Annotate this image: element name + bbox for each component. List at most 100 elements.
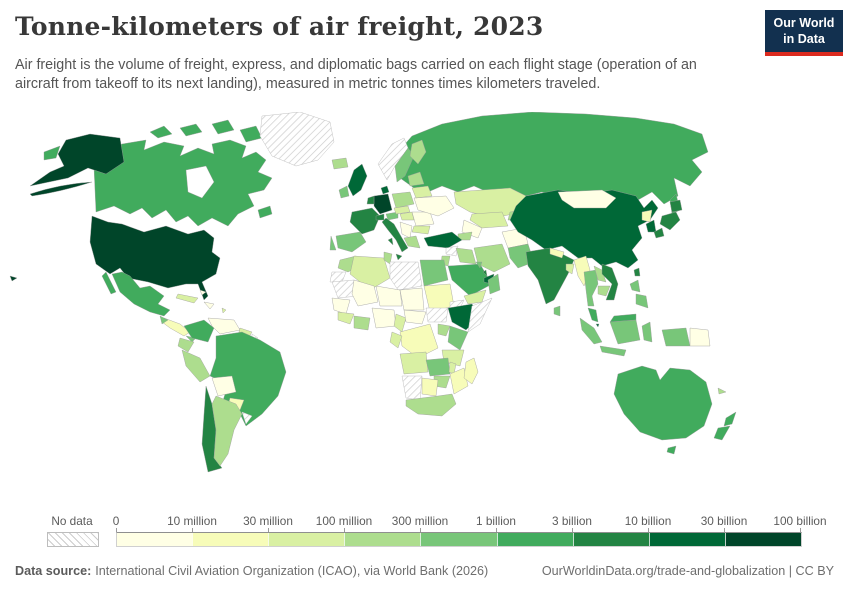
country-south-korea[interactable] bbox=[645, 219, 657, 233]
country-western-sahara[interactable] bbox=[329, 271, 347, 283]
country-namibia[interactable] bbox=[401, 375, 423, 401]
country-indonesia-papua[interactable] bbox=[661, 327, 691, 347]
country-north-korea[interactable] bbox=[641, 209, 653, 223]
country-uk[interactable] bbox=[347, 163, 368, 197]
legend-bin-0[interactable] bbox=[117, 533, 193, 546]
country-new-caledonia[interactable] bbox=[717, 387, 727, 395]
country-chad[interactable] bbox=[399, 287, 425, 311]
country-taiwan[interactable] bbox=[633, 267, 641, 277]
country-algeria[interactable] bbox=[349, 255, 391, 291]
country-russia[interactable] bbox=[397, 111, 709, 205]
country-canada-island2[interactable] bbox=[179, 123, 203, 137]
country-laos[interactable] bbox=[593, 265, 607, 283]
legend-bin-4[interactable] bbox=[420, 533, 497, 546]
legend-bin-8[interactable] bbox=[724, 533, 801, 546]
country-ireland[interactable] bbox=[338, 185, 350, 199]
country-hungary[interactable] bbox=[399, 211, 415, 221]
country-uganda[interactable] bbox=[437, 323, 451, 337]
country-kazakhstan[interactable] bbox=[453, 187, 527, 219]
country-russia-chukotka[interactable] bbox=[43, 145, 61, 161]
country-india[interactable] bbox=[525, 247, 575, 305]
country-mali[interactable] bbox=[351, 279, 379, 307]
country-canada-newfoundland[interactable] bbox=[257, 205, 273, 219]
country-qatar[interactable] bbox=[482, 269, 488, 277]
country-cameroon[interactable] bbox=[393, 313, 407, 333]
country-canada-island3[interactable] bbox=[211, 119, 235, 135]
country-poland[interactable] bbox=[391, 191, 415, 209]
country-south-africa[interactable] bbox=[405, 393, 457, 417]
country-sri-lanka[interactable] bbox=[553, 305, 561, 317]
country-usa-aleutians[interactable] bbox=[29, 181, 93, 197]
country-nz-north[interactable] bbox=[723, 411, 737, 427]
country-mozambique[interactable] bbox=[449, 367, 469, 395]
country-iraq[interactable] bbox=[455, 247, 477, 265]
country-baltics[interactable] bbox=[407, 171, 425, 187]
legend-bin-7[interactable] bbox=[648, 533, 725, 546]
country-malaysia[interactable] bbox=[587, 307, 599, 323]
legend-bin-5[interactable] bbox=[496, 533, 573, 546]
country-oman[interactable] bbox=[487, 273, 501, 295]
country-indonesia-borneo[interactable] bbox=[609, 319, 641, 345]
country-ivory-coast[interactable] bbox=[353, 315, 371, 331]
country-bahamas[interactable] bbox=[199, 289, 207, 296]
country-cambodia[interactable] bbox=[597, 285, 611, 297]
legend-bin-1[interactable] bbox=[192, 533, 269, 546]
legend-bin-2[interactable] bbox=[268, 533, 345, 546]
country-turkey[interactable] bbox=[423, 231, 463, 249]
country-netherlands[interactable] bbox=[366, 195, 375, 205]
country-canada-island1[interactable] bbox=[149, 125, 173, 139]
country-czechia[interactable] bbox=[393, 205, 411, 215]
country-australia-tasmania[interactable] bbox=[666, 445, 677, 455]
country-canada-baffin[interactable] bbox=[239, 125, 263, 143]
footer-link[interactable]: OurWorldinData.org/trade-and-globalizati… bbox=[541, 564, 834, 578]
country-bulgaria[interactable] bbox=[411, 225, 431, 235]
country-png[interactable] bbox=[689, 327, 711, 347]
country-mexico[interactable] bbox=[111, 271, 171, 317]
country-japan-honshu[interactable] bbox=[659, 211, 681, 231]
country-balkans[interactable] bbox=[399, 221, 413, 239]
country-lesser-antilles[interactable] bbox=[221, 307, 227, 314]
country-japan-hokkaido[interactable] bbox=[669, 199, 683, 213]
country-australia[interactable] bbox=[613, 365, 713, 441]
country-france[interactable] bbox=[349, 207, 381, 235]
country-drc[interactable] bbox=[399, 323, 439, 359]
country-libya[interactable] bbox=[389, 261, 423, 291]
country-car[interactable] bbox=[403, 309, 427, 325]
country-denmark[interactable] bbox=[380, 185, 390, 195]
country-singapore[interactable] bbox=[595, 323, 600, 328]
country-kuwait[interactable] bbox=[475, 261, 483, 269]
country-philippines-mindanao[interactable] bbox=[635, 293, 649, 309]
country-belarus[interactable] bbox=[411, 185, 433, 199]
country-mongolia[interactable] bbox=[557, 189, 617, 209]
country-guinea[interactable] bbox=[337, 311, 355, 325]
country-colombia[interactable] bbox=[183, 319, 215, 343]
legend-bin-3[interactable] bbox=[344, 533, 421, 546]
country-uruguay[interactable] bbox=[241, 411, 253, 425]
country-south-sudan[interactable] bbox=[425, 307, 449, 323]
country-saudi-arabia[interactable] bbox=[447, 263, 493, 297]
country-iceland[interactable] bbox=[331, 157, 349, 170]
country-portugal[interactable] bbox=[329, 235, 337, 251]
country-cuba[interactable] bbox=[175, 293, 199, 304]
country-thailand[interactable] bbox=[583, 269, 599, 307]
country-japan-kyushu[interactable] bbox=[653, 227, 665, 239]
country-usa[interactable] bbox=[89, 215, 221, 301]
country-senegal[interactable] bbox=[331, 297, 351, 315]
country-zambia[interactable] bbox=[425, 357, 451, 377]
country-argentina[interactable] bbox=[211, 395, 243, 467]
country-greenland[interactable] bbox=[259, 111, 335, 167]
country-indonesia-java[interactable] bbox=[599, 345, 627, 357]
country-bangladesh[interactable] bbox=[565, 263, 575, 275]
country-madagascar[interactable] bbox=[463, 357, 479, 385]
country-austria[interactable] bbox=[385, 211, 399, 221]
country-egypt[interactable] bbox=[419, 259, 449, 287]
country-italy-sardinia[interactable] bbox=[387, 237, 394, 246]
country-usa-alaska[interactable] bbox=[29, 133, 125, 187]
country-guatemala[interactable] bbox=[159, 315, 169, 325]
country-italy[interactable] bbox=[381, 217, 409, 253]
legend-bin-6[interactable] bbox=[572, 533, 649, 546]
country-botswana[interactable] bbox=[421, 377, 439, 397]
country-ukraine[interactable] bbox=[413, 195, 455, 217]
country-uzbekistan[interactable] bbox=[469, 211, 509, 229]
country-canada[interactable] bbox=[93, 139, 273, 227]
